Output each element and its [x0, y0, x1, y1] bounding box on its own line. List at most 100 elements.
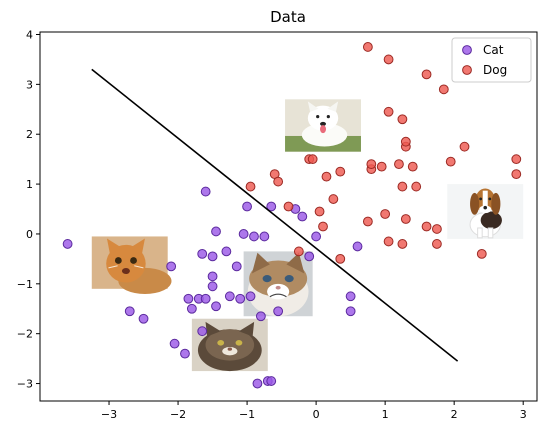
- axes: −3 −2 −1 0 1 2 3 −3 −2 −1 0 1 2 3 4: [17, 28, 527, 421]
- dog-beagle-image: [447, 184, 524, 239]
- legend: Cat Dog: [451, 37, 532, 83]
- cat-point: [273, 306, 284, 317]
- dog-point: [445, 156, 456, 167]
- dog-point: [459, 141, 470, 152]
- y-tick-label: 4: [26, 28, 33, 41]
- cat-point: [345, 291, 356, 302]
- dog-point: [421, 221, 432, 232]
- cat-point: [238, 229, 249, 239]
- x-tick-label: 1: [382, 408, 389, 421]
- dog-point: [335, 166, 346, 177]
- dog-point: [293, 246, 304, 257]
- cat-point: [197, 326, 208, 337]
- dog-point: [307, 154, 318, 165]
- cat-point: [252, 378, 263, 389]
- cat-point: [297, 211, 308, 222]
- dog-point: [400, 214, 411, 224]
- y-tick-label: −1: [17, 278, 33, 291]
- chart-title: Data: [270, 8, 306, 26]
- dog-point: [283, 201, 294, 212]
- dog-point: [421, 69, 432, 80]
- cat-point: [207, 281, 218, 292]
- dog-point: [407, 161, 418, 172]
- dog-point: [376, 161, 387, 172]
- y-tick-label: 1: [26, 178, 33, 191]
- cat-tabby-image: [191, 318, 268, 372]
- decision-line-layer: [91, 68, 459, 362]
- cat-point: [221, 246, 232, 257]
- dog-point: [432, 224, 442, 234]
- cat-point: [211, 301, 221, 312]
- cat-point: [183, 293, 194, 304]
- cat-point: [166, 261, 177, 272]
- cat-point: [259, 231, 270, 242]
- legend-marker-dog: [462, 65, 472, 75]
- cat-point: [245, 291, 256, 302]
- cat-point: [352, 241, 363, 252]
- cat-point: [207, 271, 218, 282]
- dog-point: [511, 154, 522, 165]
- cat-grumpy-image: [243, 251, 313, 317]
- cat-point: [124, 306, 135, 317]
- cat-point: [266, 201, 277, 212]
- cat-point: [311, 231, 322, 242]
- dog-point: [245, 181, 256, 192]
- dog-point: [383, 106, 394, 117]
- dog-point: [314, 206, 325, 217]
- cat-point: [266, 376, 277, 386]
- decision-line: [91, 68, 459, 362]
- cat-point: [304, 251, 315, 262]
- pet-images: [91, 99, 524, 372]
- dog-point: [397, 239, 408, 249]
- dog-point: [362, 216, 373, 227]
- dog-white-image: [285, 99, 361, 152]
- cat-point: [249, 231, 259, 242]
- dog-point: [432, 239, 442, 249]
- dog-point: [318, 221, 328, 232]
- x-tick-label: −1: [239, 408, 255, 421]
- legend-label-cat: Cat: [483, 43, 504, 57]
- cat-orange-image: [91, 236, 172, 295]
- y-tick-label: −3: [17, 378, 33, 391]
- cat-point: [231, 261, 242, 272]
- x-tick-label: 2: [451, 408, 458, 421]
- cat-point: [62, 239, 73, 249]
- y-tick-label: −2: [17, 328, 33, 341]
- cat-point: [197, 248, 208, 259]
- cat-point: [200, 186, 211, 197]
- y-tick-label: 2: [26, 128, 33, 141]
- dog-point: [397, 181, 408, 192]
- y-tick-label: 0: [26, 228, 33, 241]
- dog-point: [411, 181, 422, 192]
- cat-point: [345, 306, 356, 317]
- cat-point: [180, 348, 190, 359]
- cat-point: [138, 313, 149, 324]
- cat-point: [211, 226, 221, 237]
- dog-point: [383, 54, 394, 65]
- cat-point: [242, 201, 252, 212]
- x-tick-label: 3: [520, 408, 527, 421]
- x-tick-label: 0: [313, 408, 320, 421]
- x-tick-label: −2: [170, 408, 186, 421]
- legend-label-dog: Dog: [483, 63, 507, 77]
- dog-point: [328, 194, 339, 204]
- legend-marker-cat: [462, 45, 472, 55]
- dog-point: [366, 159, 377, 170]
- dog-point: [273, 176, 284, 187]
- cat-point: [169, 338, 180, 349]
- cat-point: [200, 293, 211, 304]
- cat-point: [224, 291, 235, 302]
- x-tick-label: −3: [101, 408, 117, 421]
- scatter-points: [62, 42, 522, 389]
- dog-point: [400, 136, 411, 147]
- dog-point: [321, 171, 332, 182]
- dog-point: [380, 209, 391, 219]
- dog-point: [335, 253, 346, 264]
- dog-point: [394, 159, 404, 170]
- dog-point: [511, 169, 522, 180]
- dog-point: [383, 236, 394, 247]
- dog-point: [438, 84, 449, 95]
- dog-point: [476, 248, 487, 259]
